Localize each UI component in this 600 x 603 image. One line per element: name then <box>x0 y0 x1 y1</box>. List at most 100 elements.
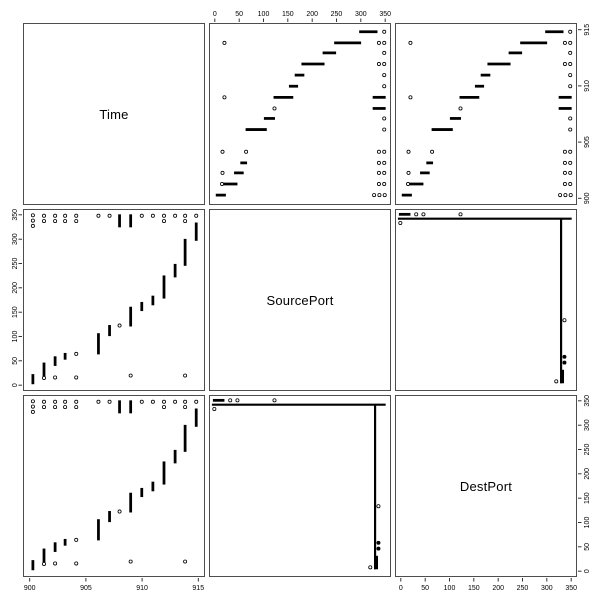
data-point <box>53 213 58 218</box>
axis-tick-label: 50 <box>421 585 429 592</box>
data-point <box>272 106 277 111</box>
data-point <box>406 149 411 154</box>
data-point <box>30 213 35 218</box>
data-point <box>376 40 381 45</box>
panel-sourceport-vs-time <box>23 209 205 391</box>
data-point <box>568 116 573 121</box>
data-point <box>244 149 249 154</box>
diagonal-label-sourceport: SourcePort <box>266 292 334 308</box>
axis-tick-label: 0 <box>213 11 217 18</box>
data-point <box>220 149 225 154</box>
axis-tick-label: 0 <box>399 585 403 592</box>
data-point <box>382 193 387 198</box>
data-point <box>228 398 233 403</box>
data-point <box>30 223 35 228</box>
data-point <box>194 213 199 218</box>
data-point <box>222 95 227 100</box>
data-point <box>42 399 46 404</box>
axis-tick-label: 50 <box>235 11 243 18</box>
data-point <box>562 170 567 175</box>
data-point <box>74 537 79 542</box>
axis-tick-label: 300 <box>355 11 367 18</box>
data-point <box>74 351 79 356</box>
data-point <box>382 40 387 45</box>
axis-tick-label: 200 <box>12 282 19 294</box>
data-point <box>568 29 573 34</box>
data-point <box>568 84 573 89</box>
data-point <box>183 213 188 218</box>
data-point <box>368 565 373 570</box>
data-point <box>376 160 381 165</box>
axis-tick-label: 150 <box>468 585 480 592</box>
data-point <box>563 193 568 198</box>
data-point <box>382 170 387 175</box>
data-point <box>74 213 79 218</box>
data-point <box>408 95 413 100</box>
data-point <box>406 182 411 186</box>
data-point <box>96 399 101 404</box>
axis-tick-label: 300 <box>12 233 19 245</box>
data-point <box>382 127 387 132</box>
data-point <box>117 509 122 514</box>
destport-vs-sourceport-plot <box>211 398 386 570</box>
data-point <box>562 360 567 365</box>
data-point <box>222 40 227 45</box>
data-point <box>74 219 79 224</box>
axis-tick-label: 100 <box>258 11 270 18</box>
data-point <box>42 561 46 566</box>
data-point <box>162 405 166 410</box>
axis-tick-label: 300 <box>541 585 553 592</box>
data-point <box>150 399 155 404</box>
data-point <box>568 160 573 165</box>
data-point <box>139 399 144 404</box>
data-point <box>382 62 387 66</box>
panel-time-vs-sourceport <box>209 23 391 205</box>
data-point <box>74 399 79 404</box>
data-point <box>173 213 178 218</box>
axis-tick-label: 915 <box>192 585 204 592</box>
data-point <box>53 399 58 404</box>
data-point <box>63 405 68 410</box>
data-point <box>382 73 387 78</box>
data-point <box>377 193 382 198</box>
axis-tick-label: 200 <box>492 585 504 592</box>
data-point <box>376 540 381 545</box>
data-point <box>42 405 46 410</box>
data-point <box>107 213 112 218</box>
axis-tick-label: 250 <box>584 444 591 456</box>
data-point <box>117 323 122 328</box>
axis-tick-label: 910 <box>136 585 148 592</box>
data-point <box>63 399 68 404</box>
data-point <box>382 29 387 34</box>
data-point <box>421 212 426 217</box>
diagonal-label-time: Time <box>99 106 129 122</box>
data-point <box>30 218 35 223</box>
data-point <box>128 373 133 378</box>
data-point <box>63 213 68 218</box>
data-point <box>63 219 68 224</box>
data-point <box>558 193 563 198</box>
data-point <box>107 399 112 404</box>
data-point <box>30 409 35 414</box>
data-point <box>568 62 573 66</box>
data-point <box>53 219 58 224</box>
axis-tick-label: 0 <box>12 383 19 387</box>
sourceport-vs-destport-plot <box>397 212 572 384</box>
data-point <box>53 405 58 410</box>
data-point <box>376 546 381 551</box>
axis-tick-label: 0 <box>584 569 591 573</box>
axis-tick-label: 150 <box>12 306 19 318</box>
data-point <box>74 375 79 380</box>
data-point <box>382 84 387 89</box>
data-point <box>562 182 567 186</box>
data-point <box>458 106 463 111</box>
data-point <box>562 149 567 154</box>
data-point <box>562 62 567 66</box>
panel-time-vs-destport <box>395 23 577 205</box>
data-point <box>96 213 101 218</box>
data-point <box>408 40 413 45</box>
data-point <box>568 127 573 132</box>
data-point <box>554 379 559 384</box>
data-point <box>235 398 240 403</box>
